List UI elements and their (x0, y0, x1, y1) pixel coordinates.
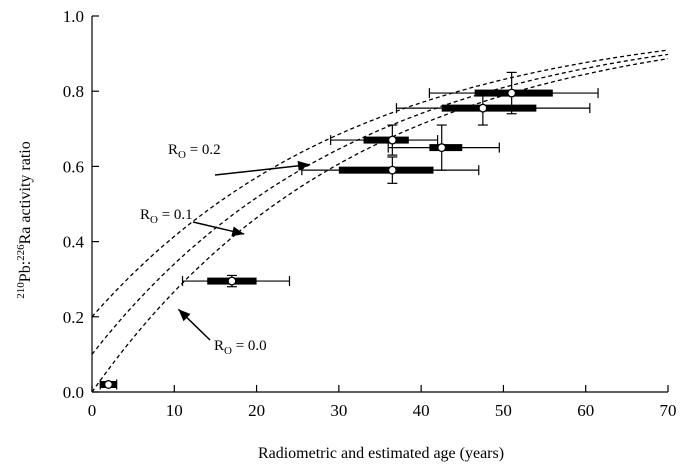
data-point-2 (301, 156, 480, 184)
x-tick-label-5: 50 (495, 401, 512, 420)
annotation-arrow-head-2 (178, 309, 191, 322)
annotation-label-0: RO = 0.2 (168, 142, 221, 161)
y-tick-label-3: 0.6 (63, 157, 84, 176)
x-tick-label-7: 70 (660, 401, 677, 420)
y-axis-title-ra: Ra activity ratio (17, 141, 34, 244)
point-marker (104, 380, 113, 389)
data-point-3 (330, 124, 439, 156)
point-marker (387, 135, 397, 145)
annotation-2: RO = 0.0 (177, 308, 267, 357)
data-point-4 (387, 124, 500, 171)
point-marker (507, 88, 517, 98)
chart-axes: 0.0 0.2 0.4 0.6 0.8 1.0 0 10 20 30 40 50 60 70 (63, 7, 677, 420)
x-tick-label-1: 10 (166, 401, 183, 420)
y-axis-title: 210Pb:226Ra activity ratio (15, 141, 34, 298)
x-tick-label-0: 0 (88, 401, 97, 420)
data-point-1 (181, 274, 291, 288)
annotation-label-2: RO = 0.0 (214, 338, 267, 357)
x-axis-title: Radiometric and estimated age (years) (258, 445, 504, 462)
point-marker (227, 276, 237, 286)
y-tick-label-0: 0.0 (63, 383, 84, 402)
curve-r0-0-2 (91, 49, 669, 318)
curve-r0-0-1 (91, 53, 669, 355)
x-tick-label-6: 60 (577, 401, 594, 420)
y-axis-title-ra-mass: 226 (15, 244, 27, 261)
x-tick-label-4: 40 (413, 401, 430, 420)
point-marker (387, 165, 397, 175)
y-tick-label-5: 1.0 (63, 7, 84, 26)
annotation-1: RO = 0.1 (140, 207, 245, 237)
y-tick-label-2: 0.4 (63, 233, 85, 252)
data-point-0 (99, 379, 118, 390)
x-radiometric-bar (338, 166, 434, 174)
annotation-arrow-head-1 (231, 226, 245, 237)
x-radiometric-bar (363, 136, 409, 144)
y-axis-title-pb-mass: 210 (15, 282, 27, 299)
chart-points (99, 71, 599, 390)
point-marker (478, 103, 488, 113)
y-tick-label-4: 0.8 (63, 82, 84, 101)
annotation-arrow-head-0 (297, 160, 311, 171)
data-point-6 (428, 71, 599, 115)
annotation-0: RO = 0.2 (168, 142, 311, 176)
x-tick-label-3: 30 (330, 401, 347, 420)
annotation-arrow-line-0 (214, 163, 311, 176)
x-tick-label-2: 20 (248, 401, 265, 420)
y-axis-title-pb: Pb: (17, 261, 34, 282)
y-tick-label-1: 0.2 (63, 308, 84, 327)
point-marker (437, 143, 447, 153)
chart-annotations: RO = 0.2 RO = 0.1 RO = 0.0 (140, 142, 311, 357)
annotation-label-1: RO = 0.1 (140, 207, 193, 226)
x-radiometric-bar (441, 104, 537, 112)
